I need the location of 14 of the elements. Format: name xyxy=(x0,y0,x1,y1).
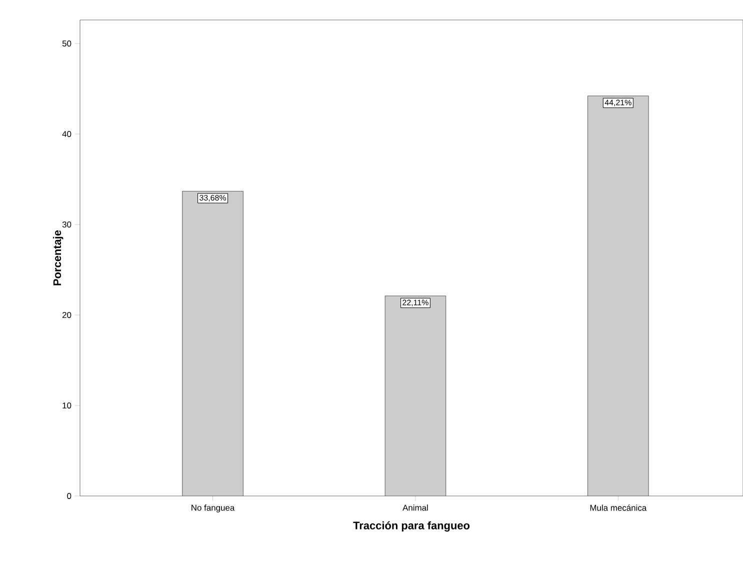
y-axis-title: Porcentaje xyxy=(53,230,64,286)
y-tick-label: 40 xyxy=(62,131,72,137)
bar xyxy=(384,296,446,496)
y-tick-label: 30 xyxy=(62,222,72,228)
bar xyxy=(182,190,244,496)
y-tick-label: 0 xyxy=(67,492,72,499)
x-tick-label: Animal xyxy=(402,504,428,511)
y-tick-label: 10 xyxy=(62,402,72,408)
y-tick-label: 50 xyxy=(62,40,72,47)
x-tick-label: Mula mecánica xyxy=(590,504,647,511)
x-tick-label: No fanguea xyxy=(192,504,235,512)
bar xyxy=(588,96,649,496)
x-axis-title: Tracción para fangueo xyxy=(353,521,470,532)
y-tick-label: 20 xyxy=(62,312,72,318)
